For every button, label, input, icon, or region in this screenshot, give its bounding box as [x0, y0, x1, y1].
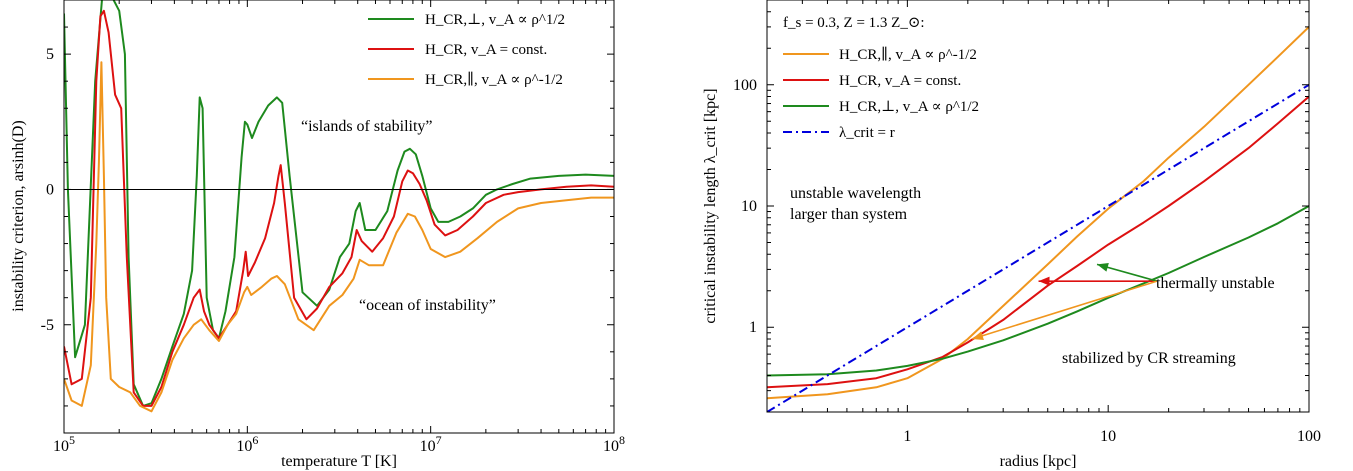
right-x-tick-label: 1 [903, 428, 911, 445]
left-legend-item: H_CR,⊥, v_A ∝ ρ^1/2 [425, 12, 565, 28]
left-plot-frame [63, 0, 615, 434]
right-series-line [767, 83, 1309, 412]
right-y-axis-label: critical instability length λ_crit [kpc] [702, 88, 719, 323]
right-x-tick-label: 100 [1297, 428, 1321, 445]
left-y-tick-label: 5 [46, 46, 54, 63]
left-chart: 105 106 107 108 -5 0 5 H_CR,⊥, v_A ∝ ρ^1/2 H_… [10, 0, 625, 470]
right-arrow-head [1097, 263, 1109, 272]
right-x-axis-label: radius [kpc] [1000, 453, 1077, 470]
left-series-line [64, 9, 614, 407]
left-y-tick-label: 0 [46, 181, 54, 198]
left-annotation: “ocean of instability” [359, 297, 496, 314]
right-arrow-head [1038, 276, 1050, 286]
left-annotation: “islands of stability” [301, 118, 433, 135]
right-series-line [767, 26, 1309, 400]
right-x-tick-label: 10 [1100, 428, 1116, 445]
left-series-line [64, 0, 614, 407]
right-y-tick-label: 1 [749, 319, 757, 336]
left-legend-item: H_CR, v_A = const. [425, 42, 547, 58]
right-x-ticks: 1 10 100 [766, 0, 1321, 445]
left-series-group [64, 0, 614, 413]
left-y-tick-label: -5 [41, 317, 54, 334]
right-legend-item: H_CR,∥, v_A ∝ ρ^-1/2 [839, 46, 977, 63]
right-legend-item: λ_crit = r [839, 125, 895, 141]
right-arrow-head [972, 331, 984, 341]
right-plot-frame [766, 0, 1310, 413]
right-legend-item: H_CR,⊥, v_A ∝ ρ^1/2 [839, 99, 979, 115]
left-x-axis-label: temperature T [K] [281, 453, 397, 470]
left-y-ticks: -5 0 5 [41, 0, 614, 434]
right-arrow-shaft [971, 280, 1158, 340]
right-chart: 1 10 100 1 10 100 f_s = 0.3, Z = 1.3 Z_⊙: H_… [702, 0, 1321, 470]
right-y-tick-label: 10 [741, 198, 757, 215]
left-x-tick-label: 107 [420, 433, 442, 455]
left-series-line [64, 61, 614, 413]
left-x-tick-label: 105 [53, 433, 75, 455]
right-annotation: thermally unstable [1156, 275, 1275, 292]
left-legend: H_CR,⊥, v_A ∝ ρ^1/2 H_CR, v_A = const. H… [368, 12, 565, 88]
left-y-axis-label: instability criterion, arsinh(D) [10, 120, 27, 312]
right-annotation: larger than system [790, 206, 908, 223]
right-series-group [767, 26, 1309, 412]
left-x-tick-label: 108 [603, 433, 625, 455]
right-annotation: stabilized by CR streaming [1062, 350, 1236, 367]
left-x-tick-label: 106 [236, 433, 258, 455]
right-y-ticks: 1 10 100 [733, 0, 1309, 413]
right-y-tick-label: 100 [733, 77, 757, 94]
right-arrows [971, 263, 1158, 341]
left-x-ticks: 105 106 107 108 [53, 0, 625, 455]
right-series-line [767, 205, 1309, 377]
right-series-line [767, 95, 1309, 389]
right-legend-item: H_CR, v_A = const. [839, 73, 961, 89]
right-legend-title: f_s = 0.3, Z = 1.3 Z_⊙: [783, 15, 925, 31]
right-annotation: unstable wavelength [790, 185, 921, 202]
left-legend-item: H_CR,∥, v_A ∝ ρ^-1/2 [425, 71, 563, 88]
right-legend: f_s = 0.3, Z = 1.3 Z_⊙: H_CR,∥, v_A ∝ ρ^… [783, 15, 979, 141]
